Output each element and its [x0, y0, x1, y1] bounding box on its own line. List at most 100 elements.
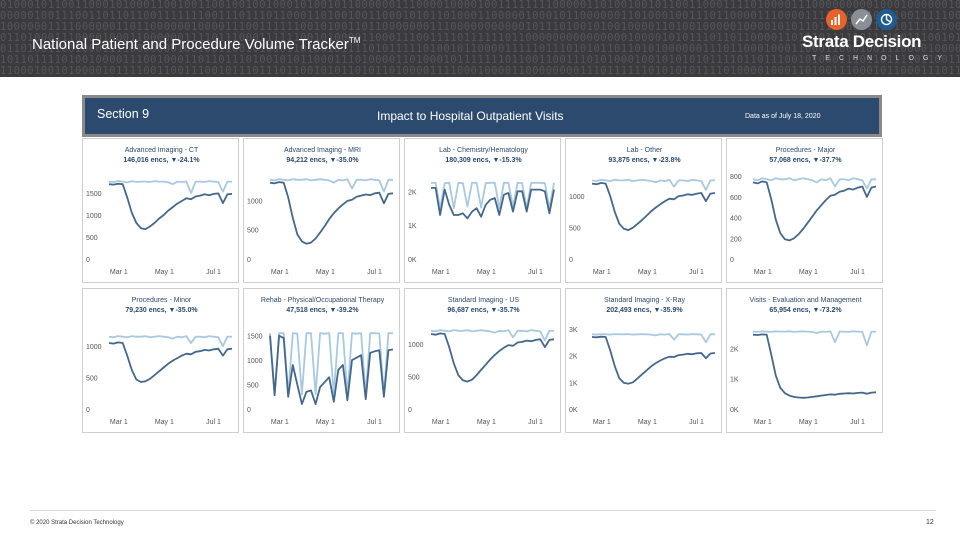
x-tick-label: Jul 1 — [850, 419, 865, 426]
series-line-light — [752, 177, 876, 190]
chart-title: Visits - Evaluation and Management — [750, 297, 862, 304]
line-chart: Procedures - Minor 79,230 encs, ▼-35.0% 0 5… — [86, 297, 233, 426]
chart-panel: Standard Imaging - X-Ray 202,493 encs, ▼-… — [565, 288, 722, 433]
x-tick-label: Jul 1 — [850, 269, 865, 276]
pie-chart-icon — [876, 9, 897, 30]
x-tick-label: Jul 1 — [689, 419, 704, 426]
x-tick-label: May 1 — [316, 419, 335, 426]
series-line-dark — [431, 187, 555, 220]
y-tick-label: 500 — [86, 235, 98, 242]
y-tick-label: 1000 — [247, 198, 263, 205]
chart-title: Procedures - Minor — [132, 297, 192, 304]
x-tick-label: Jul 1 — [206, 269, 221, 276]
series-line-dark — [430, 332, 555, 383]
chart-subtitle: 47,518 encs, ▼-39.2% — [286, 307, 359, 314]
y-tick-label: 600 — [730, 195, 742, 202]
series-line-light — [752, 330, 876, 347]
series-line-dark — [752, 333, 877, 399]
y-tick-label: 500 — [408, 374, 420, 381]
brand-icons — [826, 9, 897, 30]
y-tick-label: 0 — [247, 257, 251, 264]
slide-title: National Patient and Procedure Volume Tr… — [32, 36, 361, 53]
footer-copyright: © 2020 Strata Decision Technology — [30, 520, 124, 526]
chart-title: Advanced Imaging - CT — [125, 147, 199, 154]
y-tick-label: 2K — [730, 346, 739, 353]
series-line-dark — [591, 335, 716, 385]
chart-subtitle: 79,230 encs, ▼-35.0% — [125, 307, 198, 314]
y-tick-label: 1000 — [86, 213, 102, 220]
y-tick-label: 0 — [730, 257, 734, 264]
y-tick-label: 1500 — [247, 334, 263, 341]
y-tick-label: 0K — [730, 407, 739, 414]
series-line-dark — [591, 182, 716, 231]
y-tick-label: 200 — [730, 236, 742, 243]
x-tick-label: Jul 1 — [528, 269, 543, 276]
series-line-light — [431, 181, 555, 210]
series-line-dark — [269, 334, 394, 405]
x-tick-label: Mar 1 — [754, 419, 772, 426]
chart-panel: Advanced Imaging - CT 146,016 encs, ▼-24.… — [82, 138, 239, 283]
line-chart: Visits - Evaluation and Management 65,954… — [730, 297, 877, 426]
y-tick-label: 1500 — [86, 191, 102, 198]
y-tick-label: 1K — [569, 380, 578, 387]
chart-title: Standard Imaging - X-Ray — [604, 297, 685, 304]
chart-title: Lab - Chemistry/Hematology — [439, 147, 528, 154]
chart-panel: Lab - Chemistry/Hematology 180,309 encs, … — [404, 138, 561, 283]
y-tick-label: 500 — [247, 383, 259, 390]
chart-subtitle: 180,309 encs, ▼-15.3% — [445, 157, 522, 164]
x-tick-label: May 1 — [477, 269, 496, 276]
series-line-light — [269, 332, 393, 396]
x-tick-label: Mar 1 — [432, 269, 450, 276]
chart-panel: Lab - Other 93,875 encs, ▼-23.8% 0 500 1000 M… — [565, 138, 722, 283]
line-chart: Lab - Other 93,875 encs, ▼-23.8% 0 500 1000 M… — [569, 147, 716, 276]
x-tick-label: Mar 1 — [754, 269, 772, 276]
y-tick-label: 0K — [408, 257, 417, 264]
line-chart: Rehab - Physical/Occupational Therapy 47,… — [247, 297, 394, 426]
x-tick-label: May 1 — [316, 269, 335, 276]
series-line-light — [591, 178, 715, 191]
y-tick-label: 0 — [569, 257, 573, 264]
y-tick-label: 0 — [408, 407, 412, 414]
x-tick-label: Jul 1 — [367, 269, 382, 276]
page-number: 12 — [926, 519, 934, 526]
chart-title: Lab - Other — [627, 147, 663, 154]
x-tick-label: May 1 — [477, 419, 496, 426]
line-chart: Lab - Chemistry/Hematology 180,309 encs, … — [408, 147, 555, 276]
x-tick-label: Jul 1 — [367, 419, 382, 426]
series-line-dark — [108, 341, 233, 383]
chart-title: Procedures - Major — [776, 147, 836, 154]
y-tick-label: 1000 — [408, 342, 424, 349]
chart-panel: Advanced Imaging - MRI 94,212 encs, ▼-35.… — [243, 138, 400, 283]
y-tick-label: 2K — [569, 354, 578, 361]
trademark-mark: TM — [348, 36, 361, 45]
data-date: Data as of July 18, 2020 — [745, 113, 821, 120]
y-tick-label: 1000 — [86, 344, 102, 351]
bar-chart-icon — [826, 9, 847, 30]
chart-subtitle: 146,016 encs, ▼-24.1% — [123, 157, 200, 164]
chart-title: Standard Imaging - US — [448, 297, 520, 304]
x-tick-label: Jul 1 — [689, 269, 704, 276]
chart-panel: Rehab - Physical/Occupational Therapy 47,… — [243, 288, 400, 433]
y-tick-label: 1K — [408, 223, 417, 230]
chart-panel: Standard Imaging - US 96,687 encs, ▼-35.7… — [404, 288, 561, 433]
line-chart: Advanced Imaging - CT 146,016 encs, ▼-24.… — [86, 147, 233, 276]
chart-title: Rehab - Physical/Occupational Therapy — [261, 297, 385, 304]
x-tick-label: Mar 1 — [593, 269, 611, 276]
series-line-light — [430, 329, 554, 342]
x-tick-label: Mar 1 — [110, 269, 128, 276]
line-chart: Standard Imaging - US 96,687 encs, ▼-35.7… — [408, 297, 555, 426]
chart-subtitle: 93,875 encs, ▼-23.8% — [608, 157, 681, 164]
y-tick-label: 1000 — [569, 194, 585, 201]
section-label: Section 9 — [97, 107, 150, 121]
y-tick-label: 400 — [730, 216, 742, 223]
chart-subtitle: 96,687 encs, ▼-35.7% — [447, 307, 520, 314]
chart-panel: Visits - Evaluation and Management 65,954… — [726, 288, 883, 433]
x-tick-label: May 1 — [799, 269, 818, 276]
y-tick-label: 500 — [86, 376, 98, 383]
x-tick-label: Jul 1 — [206, 419, 221, 426]
y-tick-label: 3K — [569, 327, 578, 334]
brand-logo-subtext: TECHNOLOGY — [812, 55, 952, 62]
chart-subtitle: 94,212 encs, ▼-35.0% — [286, 157, 359, 164]
y-tick-label: 0 — [86, 407, 90, 414]
y-tick-label: 500 — [569, 226, 581, 233]
